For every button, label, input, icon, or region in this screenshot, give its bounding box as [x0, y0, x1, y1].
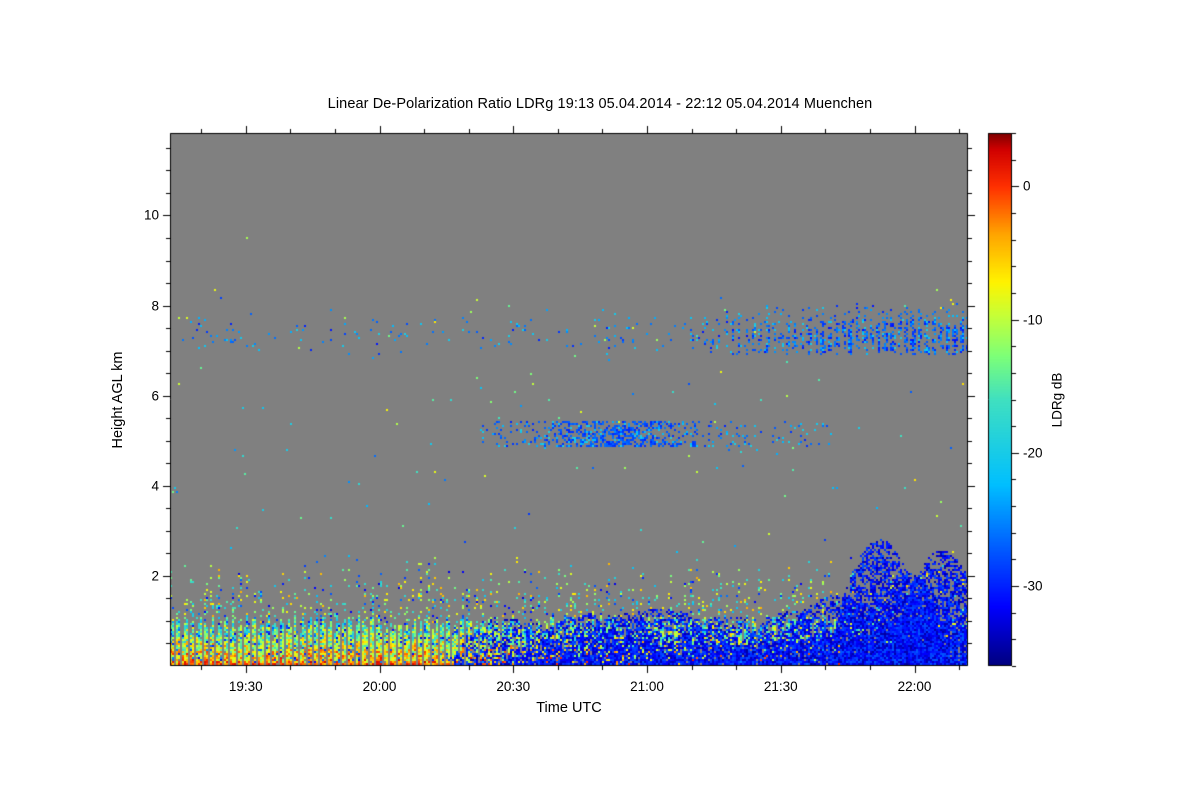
x-axis-label: Time UTC [536, 700, 602, 716]
colorbar-label: LDRg dB [1049, 372, 1065, 428]
x-tick-label: 20:30 [496, 679, 531, 694]
colorbar-tick-label: -30 [1023, 578, 1043, 594]
y-tick-label: 2 [151, 568, 159, 584]
y-tick-label: 6 [151, 388, 159, 404]
colorbar-tick-label: 0 [1023, 178, 1031, 194]
colorbar-tick-label: -10 [1023, 312, 1043, 328]
y-tick-label: 10 [143, 207, 159, 223]
x-tick-label: 19:30 [228, 679, 263, 694]
colorbar-tick-label: -20 [1023, 445, 1043, 461]
x-tick-label: 22:00 [897, 679, 932, 694]
y-tick-label: 4 [151, 478, 159, 494]
y-tick-label: 8 [151, 298, 159, 314]
page-title: Linear De-Polarization Ratio LDRg 19:13 … [327, 96, 873, 112]
x-tick-label: 21:30 [763, 679, 798, 694]
x-tick-label: 21:00 [630, 679, 664, 694]
y-axis-label: Height AGL km [110, 351, 126, 449]
x-tick-label: 20:00 [362, 679, 397, 694]
